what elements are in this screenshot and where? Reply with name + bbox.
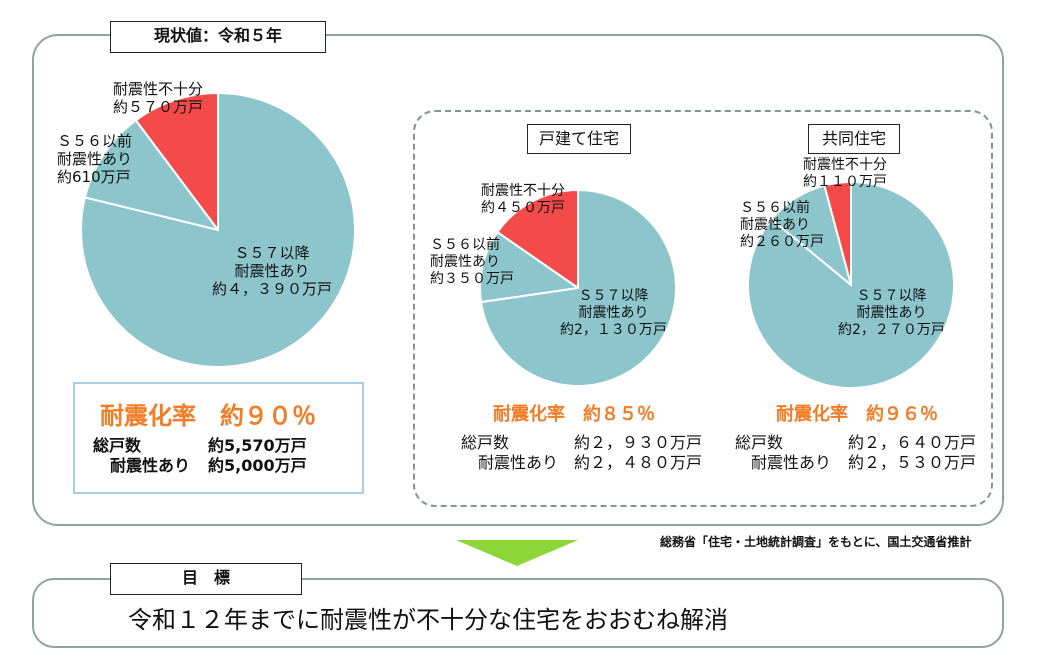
detached-rate: 耐震化率 約８５％: [493, 404, 655, 425]
overall-resistant-label: 耐震性あり: [110, 456, 191, 475]
detached-pie-label-s57: Ｓ５７以降 耐震性あり 約2，１３０万戸: [560, 288, 667, 338]
overall-total-value: 約5,570万戸: [208, 436, 307, 455]
detached-pie-label-insufficient: 耐震性不十分 約４５０万戸: [481, 183, 565, 216]
apartment-pie-label-s57: Ｓ５７以降 耐震性あり 約2，２７０万戸: [838, 288, 945, 338]
breakdown-box: [413, 110, 993, 507]
detached-total-value: 約２，９３０万戸: [574, 433, 703, 452]
current-status-title: 現状値：令和５年: [110, 21, 326, 53]
detached-pie-slice-1: [479, 230, 581, 304]
apartment-resistant-value: 約２，５３０万戸: [848, 453, 977, 472]
main-pie-slice-2: [80, 91, 356, 368]
overall-resistant-value: 約5,000万戸: [208, 456, 307, 475]
apartment-total-label: 総戸数: [735, 433, 784, 452]
apartment-pie-label-insufficient: 耐震性不十分 約１１０万戸: [803, 157, 887, 190]
apartment-pie-slice-2: [747, 180, 955, 389]
detached-total-label: 総戸数: [461, 433, 510, 452]
detached-resistant-label: 耐震性あり: [478, 453, 559, 472]
main-pie-label-s56: Ｓ５６以前 耐震性あり 約610万戸: [57, 132, 133, 186]
goal-tag: 目 標: [110, 563, 302, 595]
detached-pie-slice-0: [496, 188, 579, 290]
main-pie-label-insufficient: 耐震性不十分 約５７０万戸: [113, 80, 204, 116]
main-pie-label-s57: Ｓ５７以降 耐震性あり 約４，３９０万戸: [212, 244, 333, 298]
main-pie-slice-1: [83, 118, 221, 232]
apartment-title: 共同住宅: [808, 124, 900, 154]
overall-summary-box: [73, 382, 364, 494]
source-note: 総務省「住宅・土地統計調査」をもとに、国土交通省推計: [660, 535, 972, 549]
detached-pie-label-s56: Ｓ５６以前 耐震性あり 約３５０万戸: [430, 237, 514, 287]
apartment-resistant-label: 耐震性あり: [751, 453, 832, 472]
detached-resistant-value: 約２，４８０万戸: [574, 453, 703, 472]
detached-house-title: 戸建て住宅: [527, 124, 631, 154]
overall-total-label: 総戸数: [93, 436, 142, 455]
goal-text: 令和１２年までに耐震性が不十分な住宅をおおむね解消: [128, 606, 728, 634]
detached-pie-slice-2: [479, 188, 677, 387]
overall-rate: 耐震化率 約９０％: [100, 402, 316, 430]
apartment-rate: 耐震化率 約９６％: [776, 404, 938, 425]
main-pie-slice-0: [134, 91, 219, 234]
apartment-pie-label-s56: Ｓ５６以前 耐震性あり 約２６０万戸: [740, 200, 824, 250]
apartment-total-value: 約２，６４０万戸: [848, 433, 977, 452]
